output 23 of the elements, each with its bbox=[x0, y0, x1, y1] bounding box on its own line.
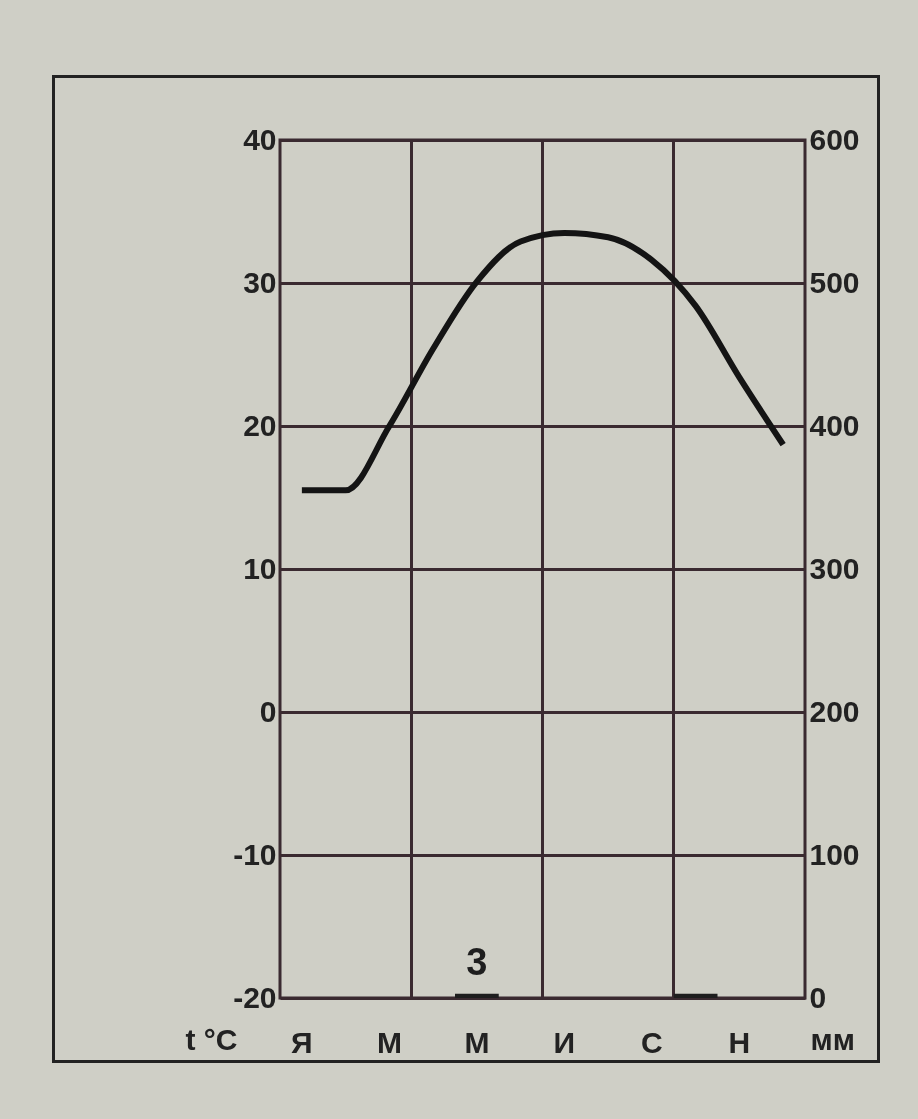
y-tick-label: 40 bbox=[243, 122, 277, 156]
y2-tick-label: 200 bbox=[809, 694, 860, 728]
y2-tick-label: 600 bbox=[809, 122, 860, 156]
y2-axis-title: мм bbox=[810, 1022, 855, 1056]
y-tick-label: -20 bbox=[233, 980, 277, 1014]
x-tick-label: С bbox=[641, 1025, 663, 1059]
x-tick-label: М bbox=[464, 1025, 490, 1059]
x-tick-label: И bbox=[553, 1025, 576, 1059]
y-tick-label: 20 bbox=[243, 408, 277, 442]
y2-tick-label: 0 bbox=[809, 980, 827, 1014]
y-tick-label: -10 bbox=[233, 837, 277, 871]
y2-tick-label: 500 bbox=[809, 265, 860, 299]
y-tick-label: 30 bbox=[243, 265, 277, 299]
y2-tick-label: 100 bbox=[809, 837, 860, 871]
y2-tick-label: 300 bbox=[809, 551, 860, 585]
x-tick-label: М bbox=[376, 1025, 402, 1059]
y-tick-label: 0 bbox=[259, 694, 277, 728]
y-axis-title: t °C bbox=[185, 1022, 238, 1056]
x-tick-label: Я bbox=[291, 1025, 313, 1059]
x-tick-label: Н bbox=[728, 1025, 751, 1059]
y-tick-label: 10 bbox=[243, 551, 277, 585]
data-label: 3 bbox=[466, 940, 488, 983]
y2-tick-label: 400 bbox=[809, 408, 860, 442]
